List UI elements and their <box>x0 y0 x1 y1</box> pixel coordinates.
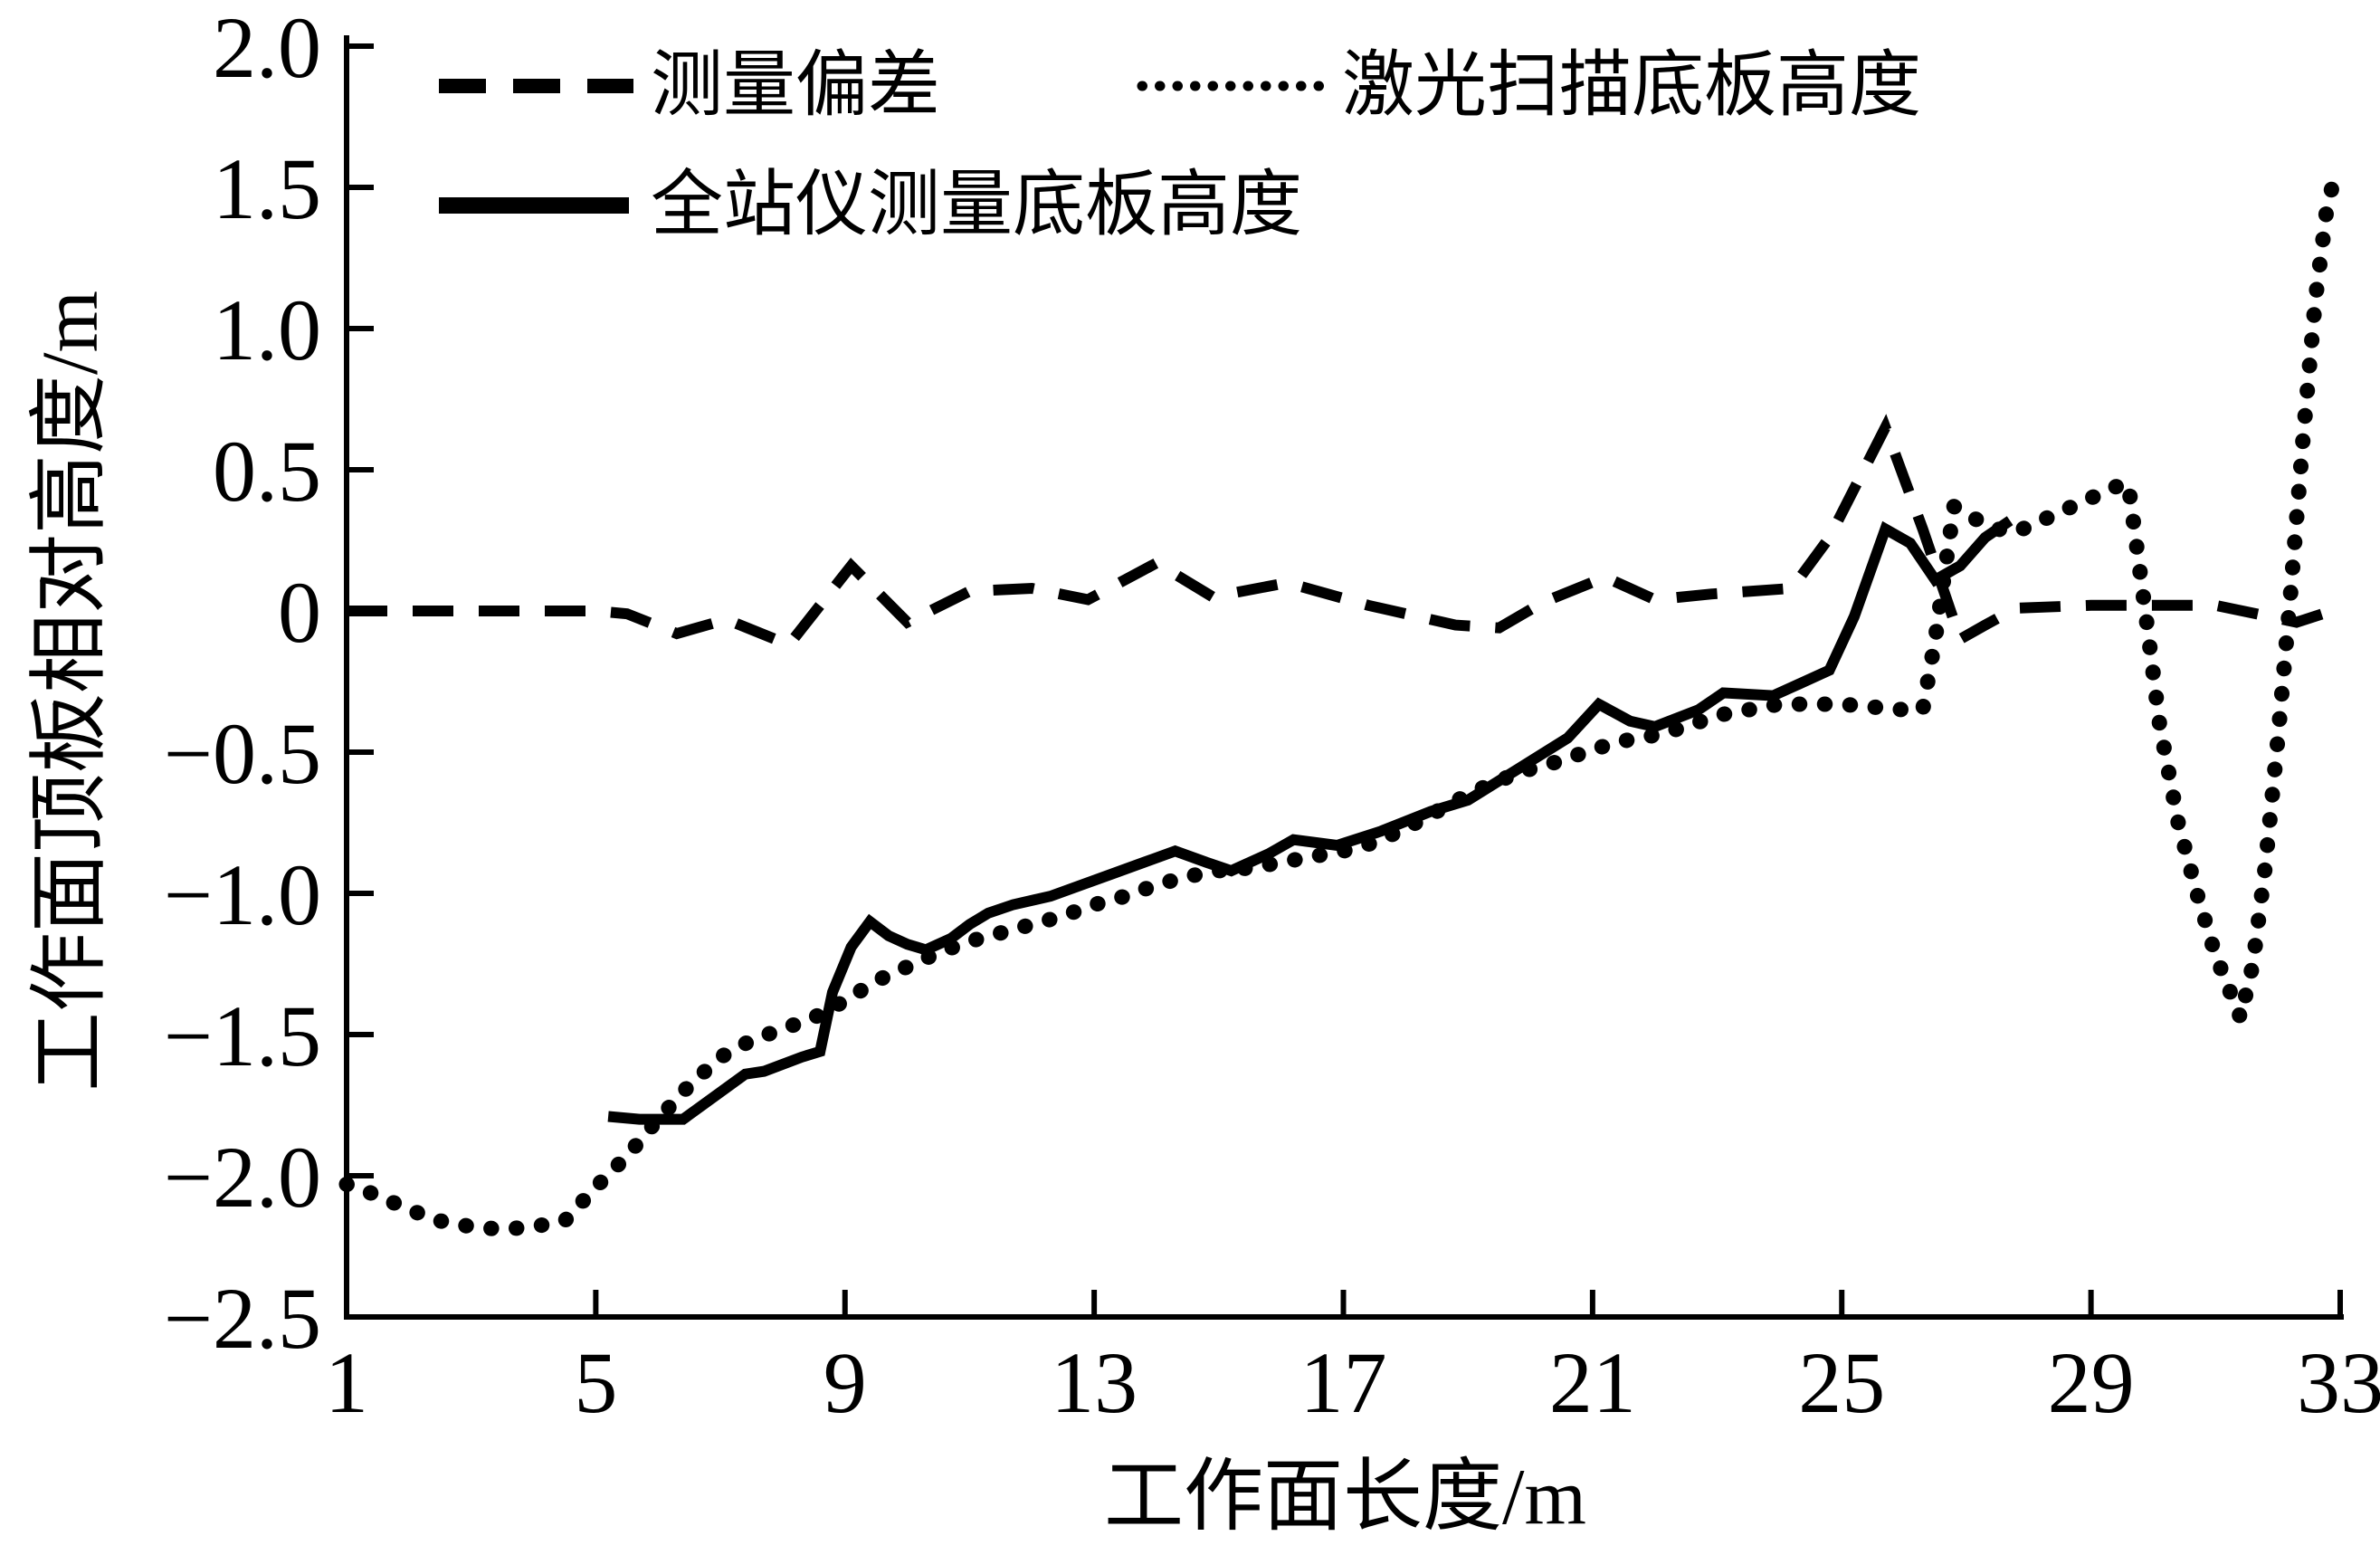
legend-item-laser: 激光扫描底板高度 <box>1135 50 1921 122</box>
x-tick-label: 29 <box>2048 1334 2135 1431</box>
x-tick-label: 21 <box>1549 1334 1636 1431</box>
series-dashed-line <box>347 414 2342 652</box>
y-tick-label: 1.5 <box>213 140 321 237</box>
y-tick-label: −1.0 <box>164 846 321 943</box>
y-tick-label: 0 <box>278 564 321 661</box>
legend-line-dotted-icon <box>1137 81 1329 91</box>
legend-line-dashed-icon <box>439 79 633 93</box>
legend-item-deviation: 测量偏差 <box>434 50 940 122</box>
x-tick-label: 33 <box>2297 1334 2380 1431</box>
x-tick-label: 13 <box>1051 1334 1138 1431</box>
legend-label-deviation: 测量偏差 <box>651 46 940 126</box>
y-tick-label: 2.0 <box>213 0 321 96</box>
x-tick-label: 9 <box>823 1334 867 1431</box>
x-axis-title: 工作面长度/m <box>1104 1454 1586 1541</box>
legend-line-solid-icon <box>439 197 629 214</box>
legend-label-laser: 激光扫描底板高度 <box>1342 46 1921 126</box>
legend-item-total-station: 全站仪测量底板高度 <box>434 169 1302 242</box>
y-axis-title: 工作面顶板相对高度/m <box>26 291 115 1092</box>
series-dotted-line <box>338 168 2348 1237</box>
y-tick-label: −2.5 <box>164 1270 321 1367</box>
legend-row-1: 测量偏差 激光扫描底板高度 <box>434 36 1921 136</box>
y-tick-label: 1.0 <box>213 281 321 378</box>
y-tick-label: −0.5 <box>164 705 321 802</box>
series-solid-line <box>607 516 2013 1125</box>
legend-row-2: 全站仪测量底板高度 <box>434 156 1302 255</box>
y-tick-label: −1.5 <box>164 987 321 1084</box>
x-tick-label: 5 <box>574 1334 617 1431</box>
x-tick-label: 25 <box>1798 1334 1885 1431</box>
legend-label-total-station: 全站仪测量底板高度 <box>651 166 1302 245</box>
y-tick-label: 0.5 <box>213 423 321 520</box>
y-tick-label: −2.0 <box>164 1129 321 1226</box>
x-tick-label: 1 <box>325 1334 368 1431</box>
x-tick-label: 17 <box>1300 1334 1387 1431</box>
